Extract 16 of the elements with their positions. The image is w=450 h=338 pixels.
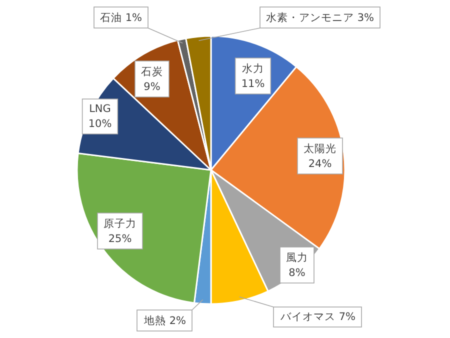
data-label: 8% [288, 267, 306, 279]
slice-label: 石炭 [141, 65, 163, 78]
data-label: 10% [88, 118, 112, 130]
slice-label: 水力 [242, 62, 264, 75]
slice-label: 石油 1% [100, 11, 142, 24]
data-label: 9% [144, 81, 160, 93]
slice-label: 水素・アンモニア 3% [266, 11, 374, 24]
data-label: 11% [241, 78, 265, 90]
data-label: 24% [308, 158, 332, 170]
data-label: 25% [108, 233, 132, 245]
slice-label: バイオマス 7% [280, 311, 356, 323]
slice-label: 地熱 2% [143, 314, 186, 327]
slice-label: 原子力 [104, 217, 136, 230]
slice-label: LNG [89, 103, 111, 115]
slice-label: 太陽光 [304, 142, 336, 155]
slice-label: 風力 [286, 251, 308, 264]
